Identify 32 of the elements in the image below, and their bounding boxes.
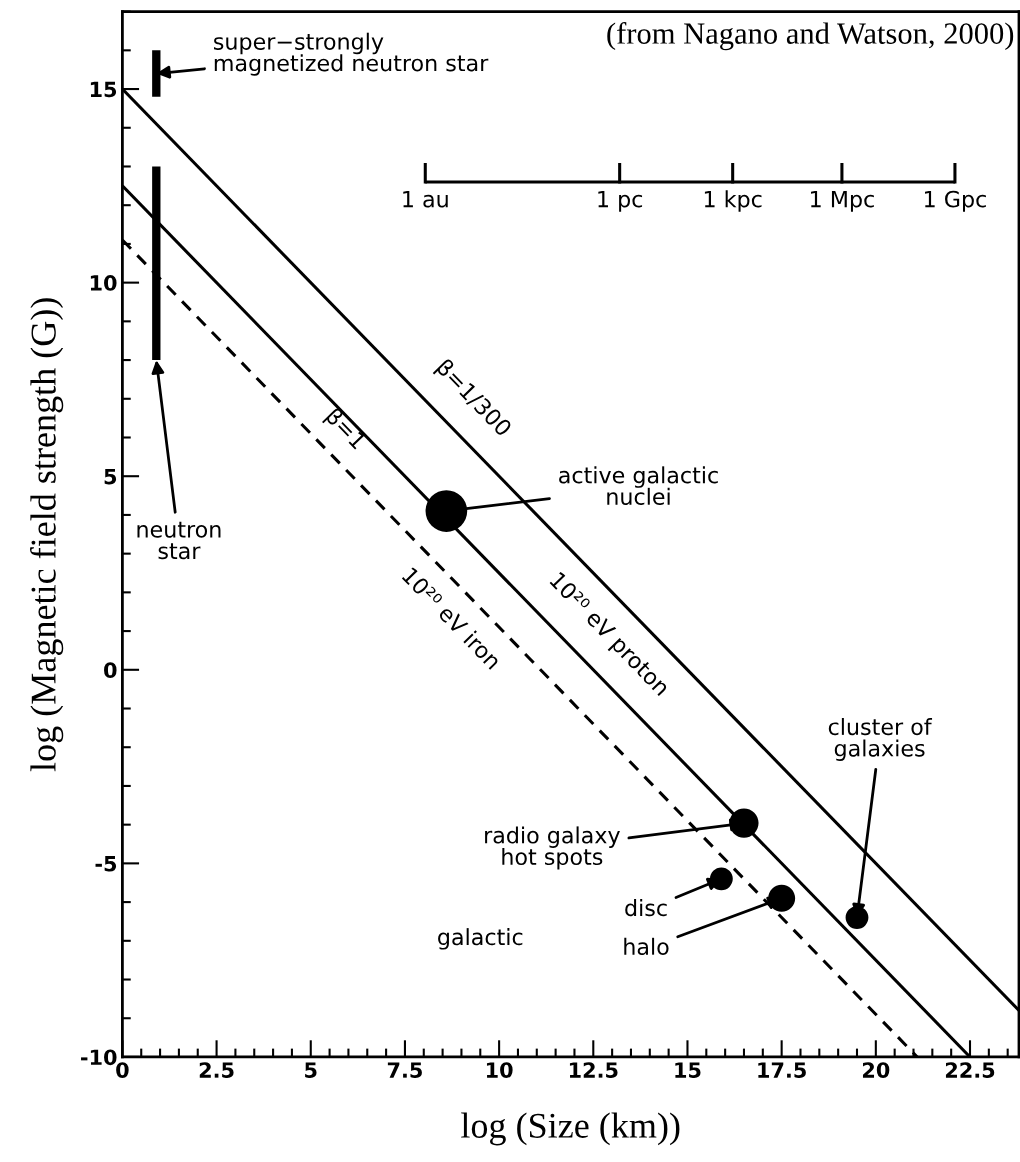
x-tick-label: 17.5 bbox=[758, 1062, 806, 1078]
y-tick-label: -5 bbox=[95, 856, 117, 872]
x-tick-label: 7.5 bbox=[387, 1062, 422, 1078]
y-tick-label: -10 bbox=[81, 1049, 117, 1066]
x-tick-label: 0 bbox=[116, 1062, 129, 1078]
annotation: active galactic nuclei bbox=[559, 466, 718, 506]
y-tick-label: 5 bbox=[104, 468, 117, 485]
y-tick-label: 15 bbox=[90, 81, 117, 98]
x-axis-title: log (Size (km)) bbox=[461, 1112, 680, 1146]
y-axis-title: log (Magnetic field strength (G)) bbox=[30, 298, 64, 772]
annotation: 1 Mpc bbox=[811, 190, 874, 212]
annotation: galactic bbox=[438, 928, 523, 950]
y-tick-label: 10 bbox=[90, 275, 117, 291]
annotation: super−strongly magnetized neutron star bbox=[214, 32, 489, 76]
x-tick-label: 20 bbox=[862, 1062, 890, 1078]
annotation: radio galaxy hot spots bbox=[485, 826, 620, 870]
annotation: 1 pc bbox=[598, 190, 643, 212]
annotation: cluster of galaxies bbox=[828, 717, 933, 761]
x-tick-label: 5 bbox=[305, 1062, 317, 1078]
annotation: (from Nagano and Watson, 2000) bbox=[607, 22, 1014, 51]
x-tick-label: 10 bbox=[486, 1062, 513, 1078]
annotation: neutron star bbox=[137, 521, 221, 560]
x-tick-label: 15 bbox=[675, 1062, 701, 1078]
annotation: halo bbox=[624, 937, 669, 955]
y-tick-label: 0 bbox=[104, 662, 117, 679]
x-tick-label: 22.5 bbox=[945, 1062, 995, 1078]
x-tick-label: 12.5 bbox=[569, 1062, 618, 1078]
annotation: 1 au bbox=[403, 190, 448, 208]
x-tick-label: 2.5 bbox=[199, 1062, 234, 1078]
annotation: disc bbox=[625, 899, 667, 917]
annotation: 1 Gpc bbox=[925, 190, 986, 212]
annotation: 1 kpc bbox=[704, 190, 762, 212]
